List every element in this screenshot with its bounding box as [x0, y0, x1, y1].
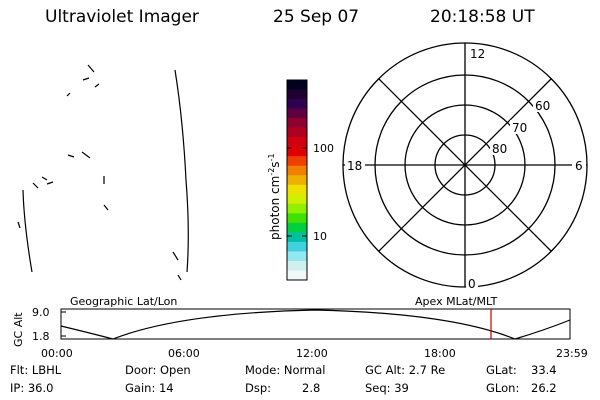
observation-time: 20:18:58 UT	[430, 7, 535, 27]
colorbar-segment	[287, 137, 307, 148]
image-edge-left	[22, 189, 33, 273]
mlat-label-80: 80	[492, 142, 507, 156]
timeline-y-axis-label: GC Alt	[12, 312, 25, 347]
colorbar-segment	[287, 127, 307, 138]
image-fragment	[82, 77, 90, 81]
timeline-title-left: Geographic Lat/Lon	[70, 295, 177, 308]
mlat-label-60: 60	[535, 99, 550, 113]
colorbar-segment	[287, 184, 307, 195]
status-gc-alt: GC Alt: 2.7 Re	[365, 363, 446, 377]
geographic-image-panel	[17, 64, 189, 281]
mlt-label-6: 6	[575, 159, 583, 173]
colorbar-segment	[287, 203, 307, 214]
colorbar-segment	[287, 99, 307, 110]
colorbar-segment	[287, 175, 307, 186]
x-tick-1200: 12:00	[296, 347, 328, 360]
image-fragment	[32, 182, 39, 189]
x-tick-2359: 23:59	[556, 347, 588, 360]
status-dsp-value: 2.8	[302, 381, 321, 395]
y-tick-1-8: 1.8	[32, 330, 50, 343]
altitude-timeline: Geographic Lat/Lon Apex MLat/MLT GC Alt …	[12, 295, 588, 360]
mlt-label-12: 12	[470, 47, 485, 61]
colorbar-tick-10: 10	[313, 230, 327, 243]
colorbar-segment	[287, 232, 307, 243]
x-tick-0000: 00:00	[41, 347, 73, 360]
colorbar-segment	[287, 118, 307, 129]
status-dsp-label: Dsp:	[245, 381, 272, 395]
status-glon-label: GLon:	[486, 381, 520, 395]
polar-plot	[342, 42, 588, 288]
mlat-label-70: 70	[512, 121, 527, 135]
colorbar-tick-100: 100	[313, 142, 334, 155]
altitude-curve	[60, 309, 571, 340]
status-glat-label: GLat:	[486, 363, 517, 377]
image-fragment	[177, 274, 182, 281]
colorbar-segment	[287, 251, 307, 262]
colorbar-segment	[287, 156, 307, 167]
colorbar-segment	[287, 260, 307, 272]
status-flt: Flt: LBHL	[10, 363, 62, 377]
image-fragment	[67, 154, 75, 158]
status-ip: IP: 36.0	[10, 381, 54, 395]
image-fragment	[103, 204, 109, 211]
colorbar-segment	[287, 194, 307, 205]
x-tick-0600: 06:00	[168, 347, 200, 360]
image-edge-right	[174, 69, 189, 273]
colorbar-segment	[287, 146, 307, 157]
instrument-title: Ultraviolet Imager	[45, 7, 199, 27]
y-tick-9: 9.0	[32, 306, 50, 319]
image-fragment	[87, 64, 95, 73]
colorbar-segment	[287, 108, 307, 119]
image-fragment	[94, 83, 100, 88]
colorbar-segment	[287, 213, 307, 224]
colorbar-segment	[287, 270, 307, 281]
colorbar-segment	[287, 165, 307, 176]
image-fragment	[66, 92, 71, 97]
image-fragment	[46, 181, 54, 185]
mlt-label-18: 18	[347, 159, 362, 173]
colorbar-unit-label: photon cm-2s-1	[267, 153, 282, 240]
colorbar-segment	[287, 89, 307, 100]
status-glat-value: 33.4	[531, 363, 557, 377]
colorbar-segment	[287, 241, 307, 253]
status-gain: Gain: 14	[125, 381, 174, 395]
colorbar: 100 10 photon cm-2s-1	[267, 79, 334, 281]
status-seq: Seq: 39	[365, 381, 409, 395]
timeline-title-right: Apex MLat/MLT	[415, 295, 498, 308]
x-tick-1800: 18:00	[424, 347, 456, 360]
image-fragment	[81, 151, 91, 159]
observation-date: 25 Sep 07	[273, 7, 360, 27]
status-door: Door: Open	[125, 363, 191, 377]
mlt-label-0: 0	[468, 277, 476, 291]
image-fragment	[172, 251, 179, 261]
status-mode: Mode: Normal	[245, 363, 326, 377]
image-fragment	[17, 221, 21, 229]
colorbar-segment	[287, 222, 307, 233]
image-fragment	[41, 176, 48, 181]
status-glon-value: 26.2	[531, 381, 557, 395]
colorbar-segment	[287, 80, 307, 91]
